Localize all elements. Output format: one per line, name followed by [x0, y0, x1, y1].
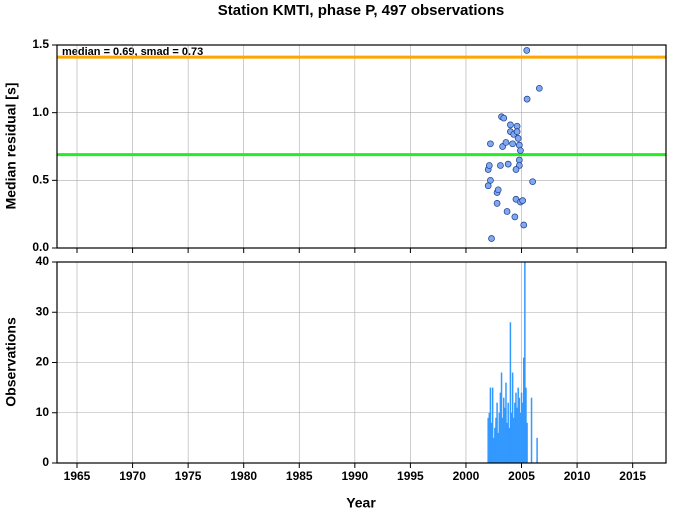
x-tick-label: 1990 [341, 469, 368, 483]
bar [511, 372, 514, 463]
plot-frame [56, 261, 667, 464]
x-tick-label: 1965 [64, 469, 91, 483]
bar [516, 407, 518, 463]
point [523, 47, 531, 54]
point [500, 114, 508, 122]
bar [510, 412, 513, 463]
bar [515, 392, 517, 463]
point [520, 221, 528, 229]
point [497, 162, 504, 169]
x-tick-label: 2005 [508, 469, 535, 483]
y-tick-label: 40 [36, 254, 50, 268]
bar [494, 427, 496, 463]
y-tick-label: 30 [36, 304, 50, 318]
x-tick-label: 1985 [286, 469, 313, 483]
point [535, 84, 543, 92]
point [523, 95, 531, 103]
x-tick-label: 2015 [619, 469, 646, 483]
bar [518, 397, 521, 463]
point [512, 166, 520, 173]
bar [487, 417, 489, 463]
bar [519, 412, 522, 463]
bar [523, 357, 525, 463]
bar [536, 437, 538, 463]
x-tick-label: 2000 [453, 469, 480, 483]
point [509, 140, 516, 148]
y-tick-label: 0.0 [32, 240, 49, 254]
point [517, 147, 524, 154]
bar [501, 417, 504, 463]
x-tick-label: 1980 [230, 469, 257, 483]
x-tick-label: 1975 [175, 469, 202, 483]
chart-title: Station KMTI, phase P, 497 observations [218, 2, 504, 19]
bar [500, 372, 503, 463]
bar [525, 387, 527, 463]
point [493, 199, 501, 207]
x-axis-label: Year [346, 495, 376, 511]
bar [506, 422, 508, 463]
point [513, 128, 521, 135]
point [488, 235, 495, 242]
bar [508, 427, 511, 463]
bar [502, 397, 505, 463]
x-tick-label: 1995 [397, 469, 424, 483]
y-tick-label: 1.5 [32, 37, 49, 51]
bar [497, 432, 499, 463]
bar [499, 392, 502, 463]
y-tick-label: 0.5 [32, 173, 49, 187]
bar [496, 402, 498, 463]
bar [488, 412, 491, 463]
point [515, 141, 523, 149]
y-axis-label: Median residual [s] [3, 83, 19, 210]
bar [492, 437, 495, 463]
bar [507, 402, 509, 463]
y-axis-label: Observations [3, 317, 19, 407]
bar [495, 417, 497, 463]
point [507, 121, 514, 129]
y-tick-label: 10 [36, 405, 50, 419]
bar [490, 422, 493, 463]
point [502, 139, 510, 146]
plot-frame [56, 44, 667, 249]
x-tick-label: 1970 [119, 469, 146, 483]
point [529, 178, 536, 186]
bar [504, 407, 506, 463]
bar [514, 402, 516, 463]
bar [530, 397, 533, 463]
bar [505, 382, 507, 463]
y-tick-label: 20 [36, 355, 50, 369]
bar [509, 322, 512, 463]
bar [513, 417, 515, 463]
bar [520, 392, 523, 463]
bar [521, 402, 524, 463]
bar [498, 412, 501, 463]
point [503, 208, 511, 215]
bar [491, 387, 494, 463]
point [485, 162, 493, 169]
bar [489, 387, 492, 463]
point [487, 140, 494, 148]
x-tick-label: 2010 [564, 469, 591, 483]
point [484, 182, 492, 190]
y-tick-label: 0 [42, 455, 49, 469]
point [514, 135, 522, 142]
y-tick-label: 1.0 [32, 105, 49, 119]
bar [517, 387, 519, 463]
point [519, 197, 526, 204]
point [511, 213, 519, 221]
bar [524, 262, 526, 463]
point [494, 186, 502, 194]
point [504, 160, 512, 168]
bar [526, 422, 528, 463]
